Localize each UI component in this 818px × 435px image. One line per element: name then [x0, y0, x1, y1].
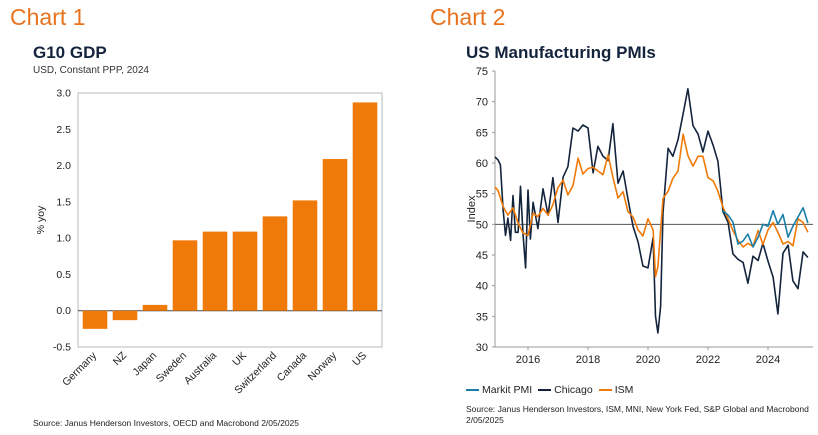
chart2-ylabel: Index [466, 195, 478, 222]
chart1-bar [142, 304, 168, 311]
chart1-ytick-label: 2.5 [56, 124, 71, 136]
chart1-xtick-label: US [350, 350, 369, 369]
legend-item-markit: Markit PMI [466, 384, 532, 396]
chart2-xtick-label: 2018 [576, 354, 600, 366]
chart2-plot: 75 70 65 60 55 50 45 40 35 30 2016 2018 2020 2022 2024… [466, 66, 813, 366]
chart2-series-ism [494, 133, 809, 278]
chart1-xtick-label: UK [230, 350, 249, 369]
chart1-xtick-label: Norway [305, 349, 339, 383]
chart1-bar [322, 159, 348, 311]
chart1-subtitle: USD, Constant PPP, 2024 [33, 65, 149, 76]
chart1-bar [112, 310, 138, 321]
chart1-source: Source: Janus Henderson Investors, OECD … [33, 418, 300, 428]
chart1-bar [262, 216, 288, 311]
chart2-xtick-label: 2016 [516, 354, 540, 366]
chart2-series-chicago [494, 87, 809, 334]
chart1-xtick-label: Germany [60, 349, 100, 389]
chart1-bar [292, 200, 318, 311]
chart1-ytick-label: 1.5 [56, 196, 71, 208]
legend-swatch-chicago [538, 389, 552, 391]
legend-label-chicago: Chicago [554, 384, 593, 396]
chart1-ytick-label: 0.0 [56, 305, 71, 317]
legend-label-markit: Markit PMI [482, 384, 533, 396]
chart2-ytick-label: 65 [476, 127, 488, 139]
chart1-xtick-label: NZ [111, 349, 130, 368]
chart1-heading: Chart 1 [10, 4, 86, 30]
chart1-bar [202, 231, 228, 311]
chart2-ytick-label: 30 [476, 342, 488, 354]
chart2-legend: Markit PMI Chicago ISM [466, 384, 639, 396]
legend-item-ism: ISM [598, 384, 634, 396]
legend-swatch-markit [466, 389, 479, 391]
chart1-title: G10 GDP [33, 43, 107, 62]
chart1-bar [352, 102, 378, 311]
chart1-frame [77, 92, 383, 348]
chart2-ytick-label: 45 [476, 250, 488, 262]
legend-item-chicago: Chicago [538, 384, 593, 396]
chart2-source: Source: Janus Henderson Investors, ISM, … [466, 404, 809, 425]
chart2-ytick-label: 50 [476, 219, 488, 231]
chart1-xtick-label: Australia [182, 350, 219, 387]
chart1-xtick-label: Canada [275, 350, 310, 385]
chart2-heading: Chart 2 [430, 4, 506, 30]
chart2-xtick-label: 2022 [696, 354, 720, 366]
chart2-ytick-label: 35 [476, 311, 488, 323]
chart2-ytick-label: 75 [476, 66, 488, 78]
chart2-ytick-label: 70 [476, 97, 488, 109]
chart2-ytick-label: 60 [476, 158, 488, 170]
legend-swatch-ism [598, 389, 612, 391]
chart2-ytick-label: 40 [476, 281, 488, 293]
chart1-ytick-label: 0.5 [56, 269, 71, 281]
chart1-bar [232, 231, 258, 311]
chart1-ytick-label: -0.5 [53, 342, 71, 354]
chart2-xtick-label: 2024 [756, 354, 780, 366]
chart2-ytick-label: 55 [476, 189, 488, 201]
chart1-ylabel: % yoy [35, 205, 47, 234]
chart1-ytick-label: 3.0 [56, 88, 71, 100]
chart1-bar [82, 310, 108, 329]
chart2-series-markit-pmi [722, 207, 809, 248]
chart1-ytick-label: 1.0 [56, 233, 71, 245]
chart1-ytick-label: 2.0 [56, 160, 71, 172]
chart2-title: US Manufacturing PMIs [466, 43, 656, 62]
legend-label-ism: ISM [614, 384, 634, 396]
chart2-xtick-label: 2020 [636, 354, 660, 366]
chart1-bar [172, 240, 198, 311]
